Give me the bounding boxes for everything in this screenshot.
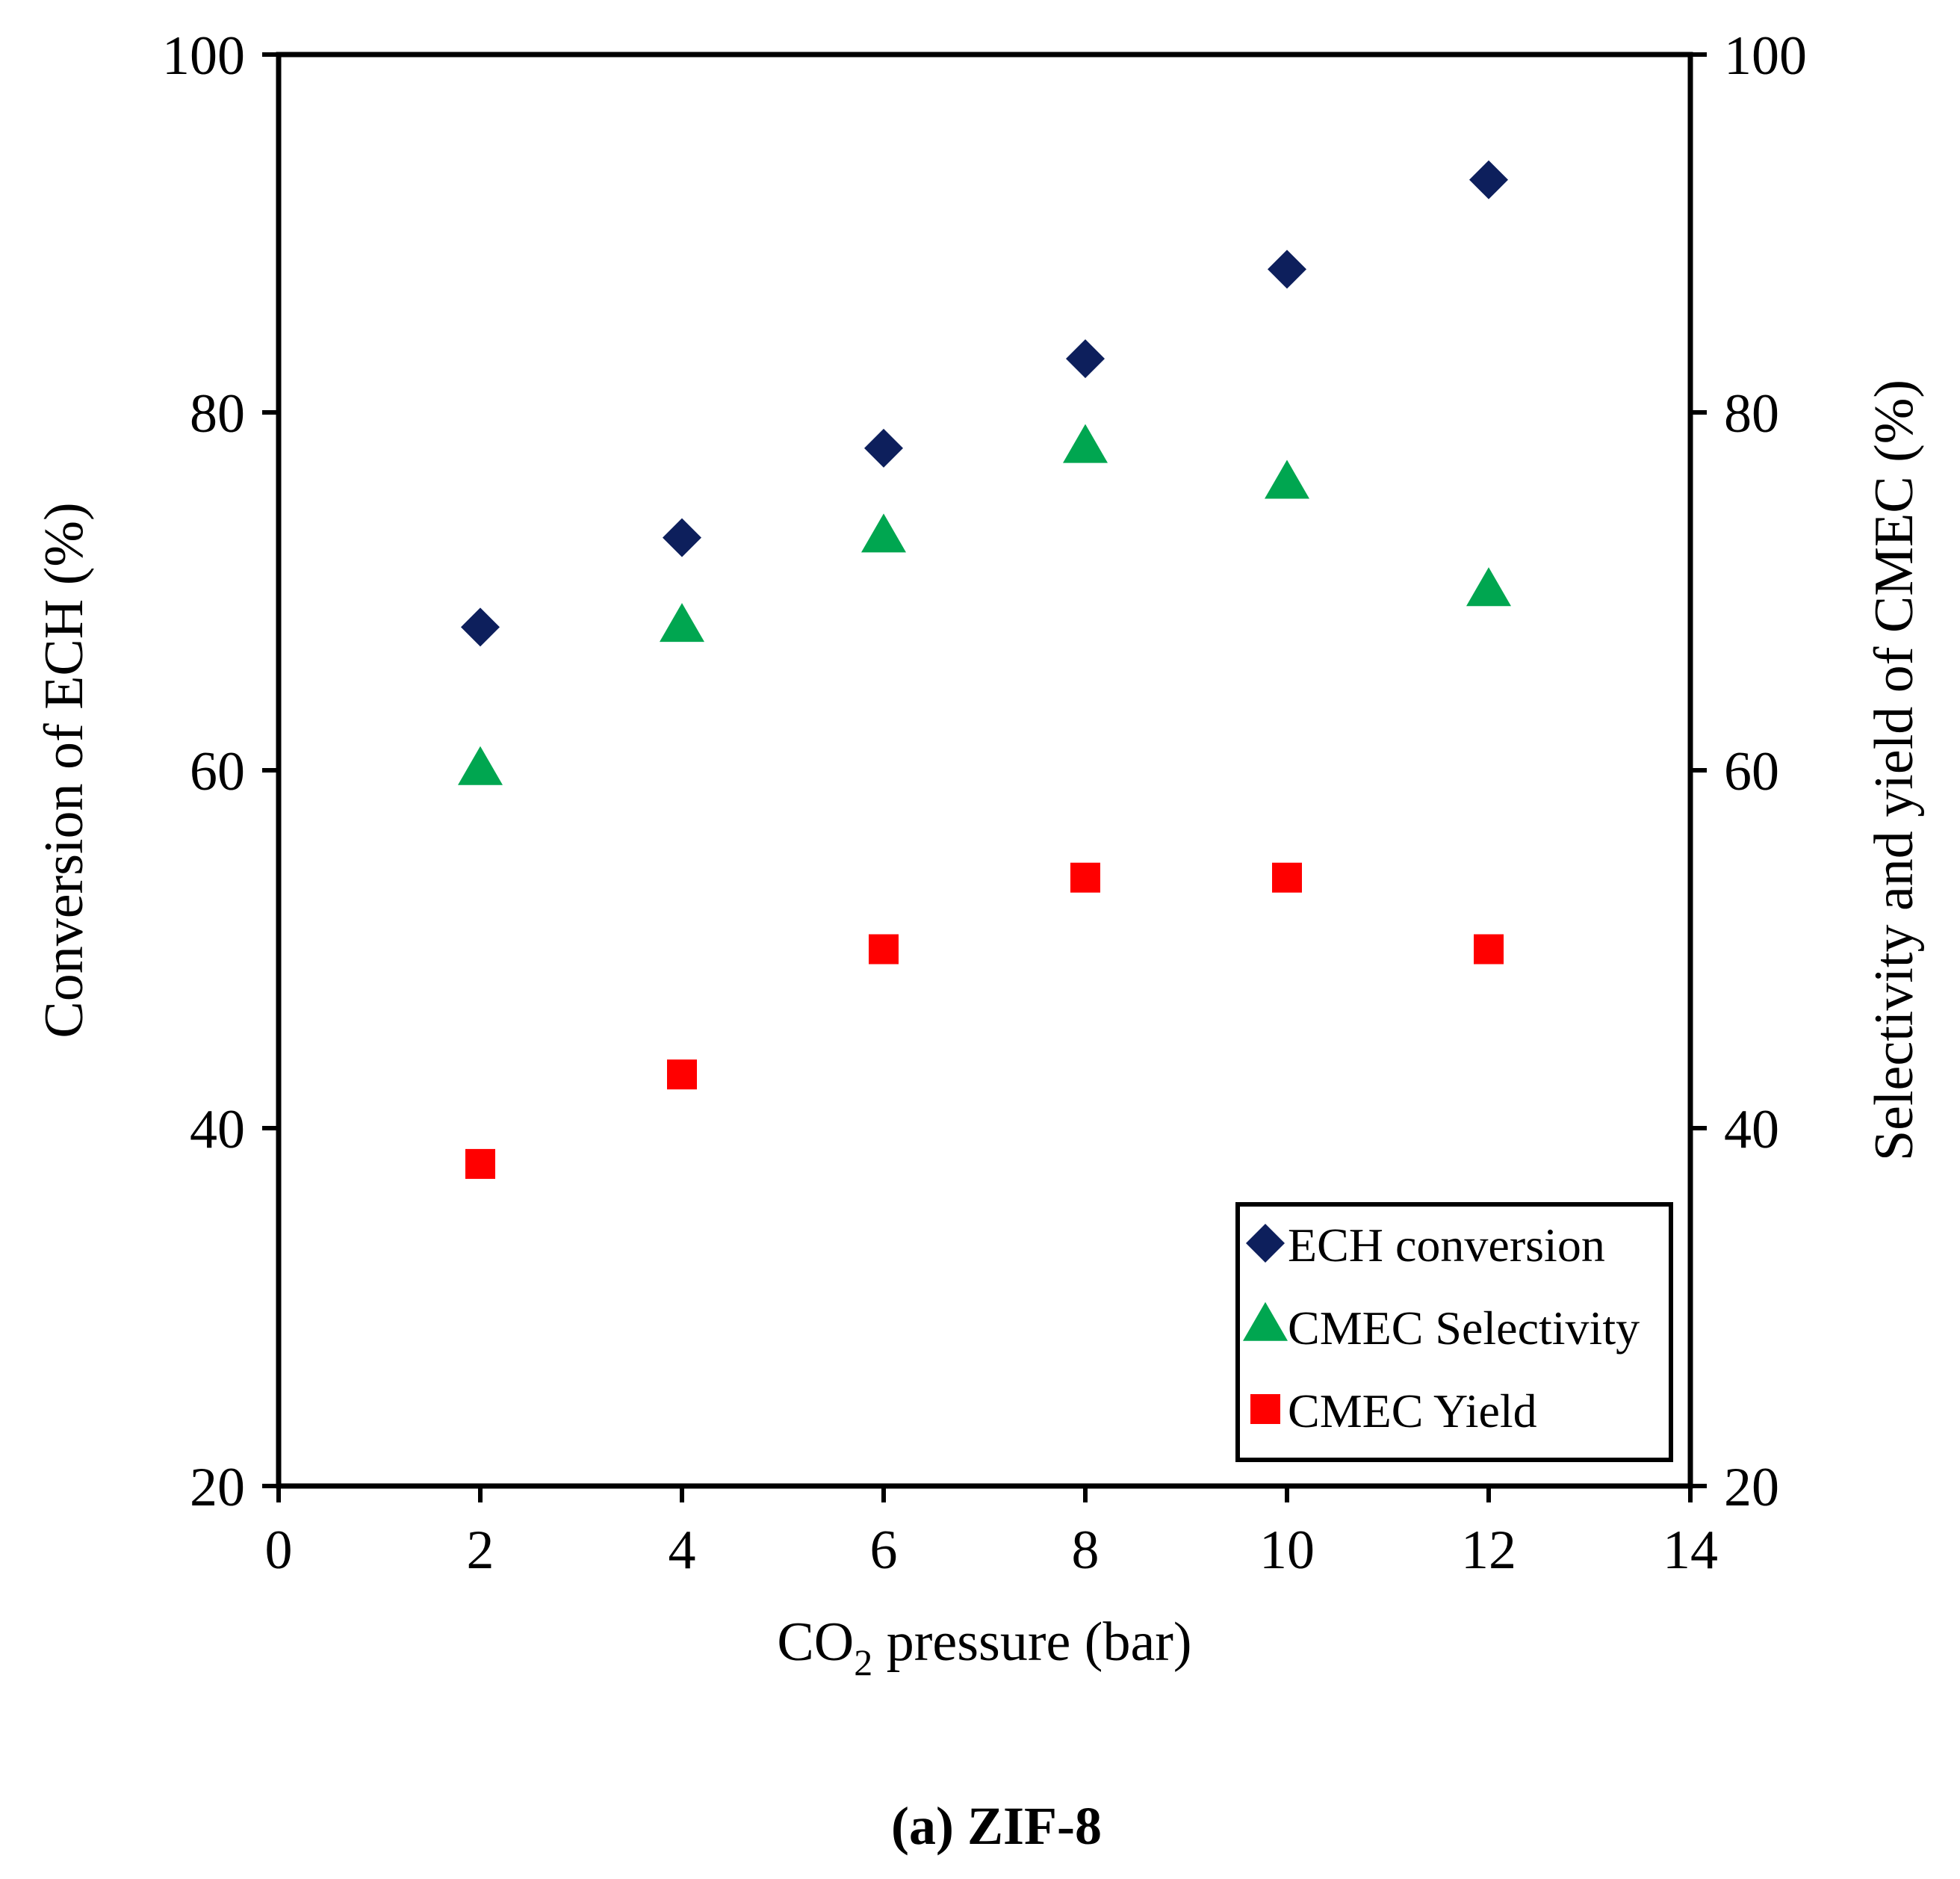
cmec-selectivity-point	[1063, 424, 1108, 463]
x-tick-label: 2	[467, 1520, 494, 1581]
x-tick-label: 8	[1072, 1520, 1100, 1581]
ech-conversion-point	[1066, 339, 1105, 379]
legend-label-cmec-selectivity: CMEC Selectivity	[1288, 1301, 1640, 1355]
legend: ECH conversion CMEC Selectivity CMEC Yield	[1235, 1202, 1673, 1462]
left-y-tick-label: 80	[190, 383, 245, 445]
cmec-yield-point	[869, 934, 899, 965]
legend-items: ECH conversion CMEC Selectivity CMEC Yield	[1243, 1219, 1640, 1437]
cmec-yield-point	[667, 1059, 697, 1090]
right-y-tick-label: 80	[1724, 383, 1779, 445]
cmec-yield-point	[1474, 934, 1504, 965]
cmec-selectivity-point	[1265, 459, 1309, 499]
x-tick-label: 6	[870, 1520, 898, 1581]
ech-conversion-point	[1268, 250, 1306, 289]
x-tick-label: 0	[265, 1520, 293, 1581]
legend-triangle-icon	[1243, 1301, 1288, 1341]
cmec-selectivity-point	[861, 513, 906, 553]
x-axis-label-suffix: pressure (bar)	[872, 1612, 1191, 1673]
ech-conversion-point	[461, 607, 500, 647]
cmec-selectivity-point	[660, 603, 704, 643]
right-y-tick-label: 20	[1724, 1457, 1779, 1518]
right-y-tick-label: 40	[1724, 1099, 1779, 1160]
right-y-tick-label: 60	[1724, 741, 1779, 802]
cmec-selectivity-point	[1466, 567, 1511, 607]
legend-box	[1235, 1202, 1673, 1462]
x-axis-label: CO2 pressure (bar)	[777, 1612, 1191, 1683]
x-axis-ticks: 0 2 4 6 8 10 12 14	[265, 1486, 1718, 1581]
left-y-tick-label: 40	[190, 1099, 245, 1160]
x-axis-label-subscript: 2	[854, 1641, 872, 1683]
right-y-tick-label: 100	[1724, 25, 1807, 87]
figure-caption: (a) ZIF-8	[891, 1796, 1102, 1856]
x-tick-label: 14	[1663, 1520, 1718, 1581]
ech-conversion-point	[1469, 160, 1508, 199]
x-tick-label: 10	[1259, 1520, 1315, 1581]
left-y-tick-label: 60	[190, 741, 245, 802]
cmec-selectivity-point	[458, 746, 503, 785]
x-tick-label: 4	[669, 1520, 696, 1581]
legend-label-cmec-yield: CMEC Yield	[1288, 1384, 1537, 1437]
data-points	[458, 160, 1511, 1179]
legend-square-icon	[1250, 1394, 1280, 1424]
left-y-tick-label: 20	[190, 1457, 245, 1518]
cmec-yield-point	[465, 1148, 495, 1179]
left-y-axis-ticks: 20 40 60 80 100	[162, 25, 279, 1518]
legend-diamond-icon	[1246, 1224, 1285, 1263]
x-tick-label: 12	[1461, 1520, 1516, 1581]
cmec-yield-point	[1272, 862, 1302, 893]
ech-conversion-point	[864, 428, 903, 468]
right-y-axis-label: Selectivity and yield of CMEC (%)	[1864, 380, 1925, 1161]
legend-label-ech-conversion: ECH conversion	[1288, 1219, 1605, 1272]
right-y-axis-ticks: 20 40 60 80 100	[1690, 25, 1807, 1518]
x-axis-label-prefix: CO	[777, 1612, 854, 1673]
left-y-tick-label: 100	[162, 25, 245, 87]
cmec-yield-point	[1070, 862, 1100, 893]
ech-conversion-point	[663, 518, 701, 557]
left-y-axis-label: Conversion of ECH (%)	[34, 502, 95, 1038]
